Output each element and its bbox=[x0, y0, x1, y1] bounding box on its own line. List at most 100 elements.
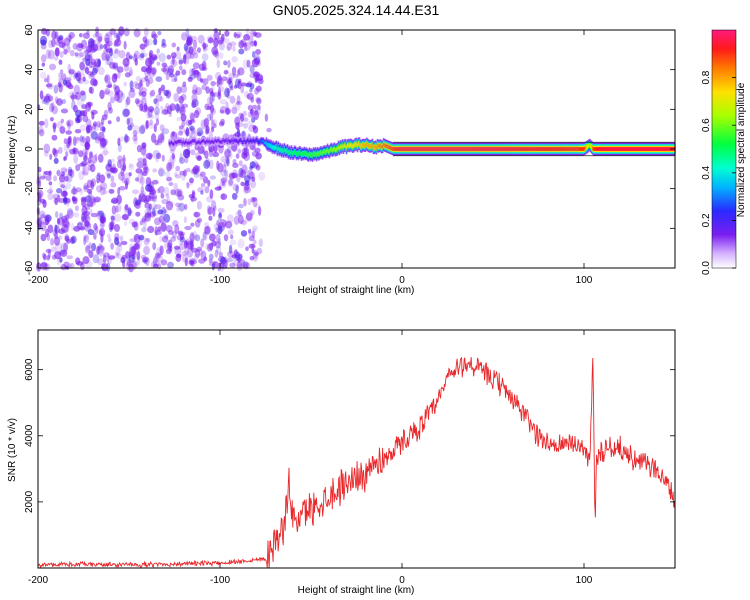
ridge-band bbox=[669, 147, 671, 151]
noise-speckle bbox=[66, 44, 71, 53]
noise-speckle bbox=[176, 234, 184, 241]
ridge-band bbox=[192, 139, 195, 142]
ridge-band bbox=[518, 147, 521, 151]
noise-speckle bbox=[58, 59, 63, 65]
noise-speckle bbox=[111, 197, 119, 204]
ridge-band bbox=[227, 138, 230, 141]
noise-speckle bbox=[178, 125, 184, 130]
noise-speckle bbox=[141, 227, 147, 233]
ridge-band bbox=[628, 147, 630, 151]
noise-speckle bbox=[51, 246, 57, 253]
noise-speckle bbox=[183, 216, 187, 224]
noise-speckle bbox=[75, 52, 83, 59]
noise-speckle bbox=[184, 225, 192, 231]
ridge-band bbox=[553, 147, 556, 151]
ridge-band bbox=[608, 147, 610, 151]
noise-speckle bbox=[53, 56, 59, 61]
noise-speckle bbox=[199, 173, 204, 180]
noise-speckle bbox=[217, 225, 223, 235]
ridge-band bbox=[641, 147, 643, 151]
noise-speckle bbox=[184, 203, 188, 211]
ridge-band bbox=[479, 147, 482, 151]
noise-speckle bbox=[141, 91, 147, 97]
ridge-band bbox=[374, 144, 377, 149]
noise-speckle bbox=[215, 227, 219, 233]
noise-speckle bbox=[149, 211, 156, 218]
ridge-band bbox=[320, 150, 323, 155]
ridge-band bbox=[197, 141, 200, 144]
noise-speckle bbox=[133, 28, 141, 38]
ridge-band bbox=[282, 149, 285, 154]
ridge-band bbox=[290, 149, 293, 154]
noise-speckle bbox=[63, 48, 68, 55]
ridge-band bbox=[580, 147, 582, 151]
noise-speckle bbox=[193, 211, 201, 218]
ridge-band bbox=[281, 147, 284, 152]
noise-speckle bbox=[61, 98, 67, 105]
noise-speckle bbox=[231, 66, 237, 76]
noise-speckle bbox=[140, 185, 145, 194]
noise-speckle bbox=[54, 31, 59, 39]
ridge-band bbox=[557, 147, 560, 151]
noise-speckle bbox=[159, 96, 164, 102]
y-tick-label: 60 bbox=[24, 24, 35, 36]
noise-speckle bbox=[169, 73, 175, 78]
noise-speckle bbox=[219, 109, 225, 114]
noise-speckle bbox=[228, 178, 234, 186]
noise-speckle bbox=[190, 149, 196, 156]
noise-speckle bbox=[156, 48, 160, 54]
noise-speckle bbox=[238, 40, 245, 49]
noise-speckle bbox=[240, 39, 247, 47]
ridge-band bbox=[311, 153, 314, 158]
ridge-band bbox=[304, 151, 307, 156]
noise-speckle bbox=[84, 148, 88, 159]
noise-speckle bbox=[193, 70, 200, 78]
noise-speckle bbox=[174, 224, 180, 234]
noise-speckle bbox=[181, 119, 186, 128]
noise-speckle bbox=[219, 106, 227, 114]
ridge-band bbox=[217, 139, 220, 142]
ridge-band bbox=[175, 141, 178, 145]
noise-speckle bbox=[38, 129, 45, 137]
noise-speckle bbox=[119, 235, 124, 242]
noise-speckle bbox=[144, 208, 152, 218]
ridge-band bbox=[430, 147, 433, 151]
noise-speckle bbox=[251, 248, 255, 254]
noise-speckle bbox=[129, 238, 137, 243]
noise-speckle bbox=[87, 229, 95, 236]
ridge-band bbox=[642, 147, 644, 151]
ridge-band bbox=[318, 151, 321, 156]
noise-speckle bbox=[201, 84, 207, 91]
ridge-band bbox=[644, 147, 646, 151]
noise-speckle bbox=[207, 179, 211, 187]
noise-speckle bbox=[219, 219, 227, 228]
ridge-band bbox=[177, 140, 180, 143]
ridge-band bbox=[613, 147, 615, 151]
noise-speckle bbox=[104, 34, 110, 44]
noise-speckle bbox=[62, 190, 68, 197]
noise-speckle bbox=[258, 238, 263, 248]
noise-speckle bbox=[192, 166, 199, 174]
noise-speckle bbox=[97, 58, 101, 68]
ridge-band bbox=[449, 147, 452, 151]
noise-speckle bbox=[206, 74, 213, 81]
ridge-band bbox=[387, 145, 390, 149]
noise-speckle bbox=[160, 84, 166, 92]
ridge-band bbox=[572, 147, 575, 151]
noise-speckle bbox=[79, 188, 84, 196]
ridge-band bbox=[314, 151, 317, 156]
noise-speckle bbox=[142, 256, 149, 263]
noise-speckle bbox=[206, 243, 213, 252]
noise-speckle bbox=[102, 138, 109, 146]
y-tick-label: -40 bbox=[24, 221, 35, 236]
noise-speckle bbox=[217, 262, 222, 272]
noise-speckle bbox=[144, 38, 150, 48]
noise-speckle bbox=[66, 119, 74, 127]
noise-speckle bbox=[66, 255, 73, 260]
noise-speckle bbox=[206, 96, 214, 106]
noise-speckle bbox=[237, 253, 243, 260]
noise-speckle bbox=[251, 230, 255, 238]
noise-speckle bbox=[73, 225, 81, 232]
ridge-band bbox=[466, 147, 469, 151]
